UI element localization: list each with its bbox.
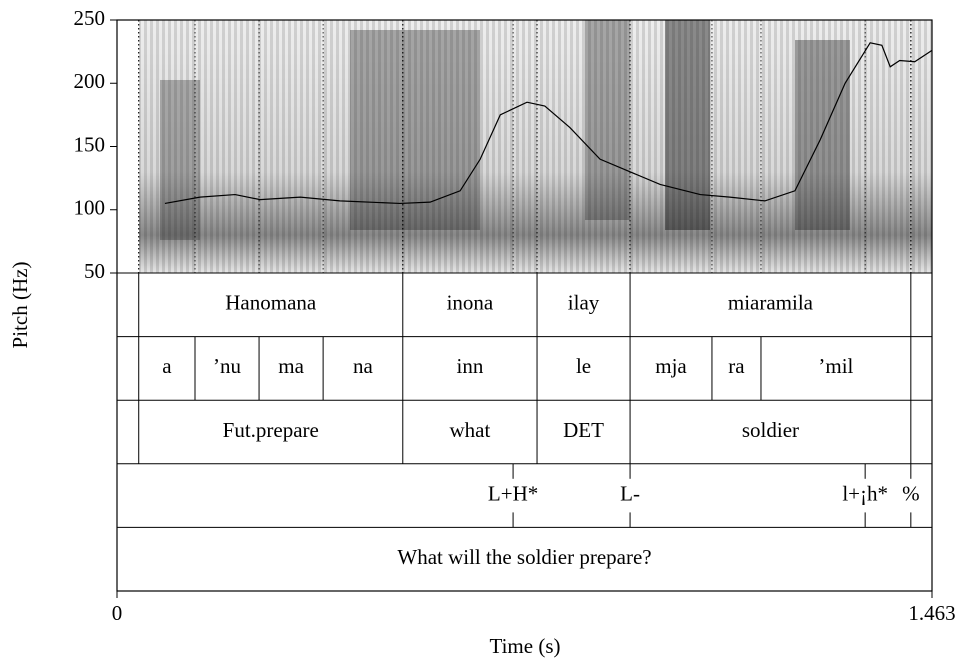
tier-label: inona — [447, 291, 494, 315]
tier-label: miaramila — [728, 291, 814, 315]
y-axis-title: Pitch (Hz) — [8, 262, 32, 349]
tier-label: na — [353, 354, 374, 378]
y-tick-label: 200 — [74, 69, 106, 93]
tier-label: ra — [728, 354, 745, 378]
tier-label: What will the soldier prepare? — [397, 545, 651, 569]
tier-label: ’mil — [818, 354, 853, 378]
spectrogram — [139, 20, 932, 273]
tier-label: what — [449, 418, 490, 442]
tier-label: soldier — [742, 418, 799, 442]
y-tick-label: 50 — [84, 259, 105, 283]
tier-label: inn — [456, 354, 483, 378]
tier-label: a — [162, 354, 172, 378]
x-tick-label: 0 — [112, 601, 123, 625]
tier-label: ilay — [568, 291, 600, 315]
tier-label: le — [576, 354, 591, 378]
point-label: % — [902, 481, 920, 505]
point-label: L- — [620, 481, 640, 505]
x-tick-label: 1.463 — [908, 601, 955, 625]
point-label: l+¡h* — [842, 481, 888, 505]
tier-label: Hanomana — [225, 291, 317, 315]
tier-label: ma — [278, 354, 304, 378]
x-axis-title: Time (s) — [490, 634, 561, 658]
point-label: L+H* — [488, 481, 538, 505]
y-tick-label: 150 — [74, 132, 106, 156]
tier-label: Fut.prepare — [223, 418, 319, 442]
tier-label: DET — [563, 418, 604, 442]
tier-label: mja — [655, 354, 687, 378]
y-tick-label: 100 — [74, 196, 106, 220]
tier-label: ’nu — [213, 354, 241, 378]
praat-figure: Pitch (Hz) Time (s) 50 100 150 200 250 0 1.463… — [0, 0, 963, 663]
y-tick-label: 250 — [74, 6, 106, 30]
